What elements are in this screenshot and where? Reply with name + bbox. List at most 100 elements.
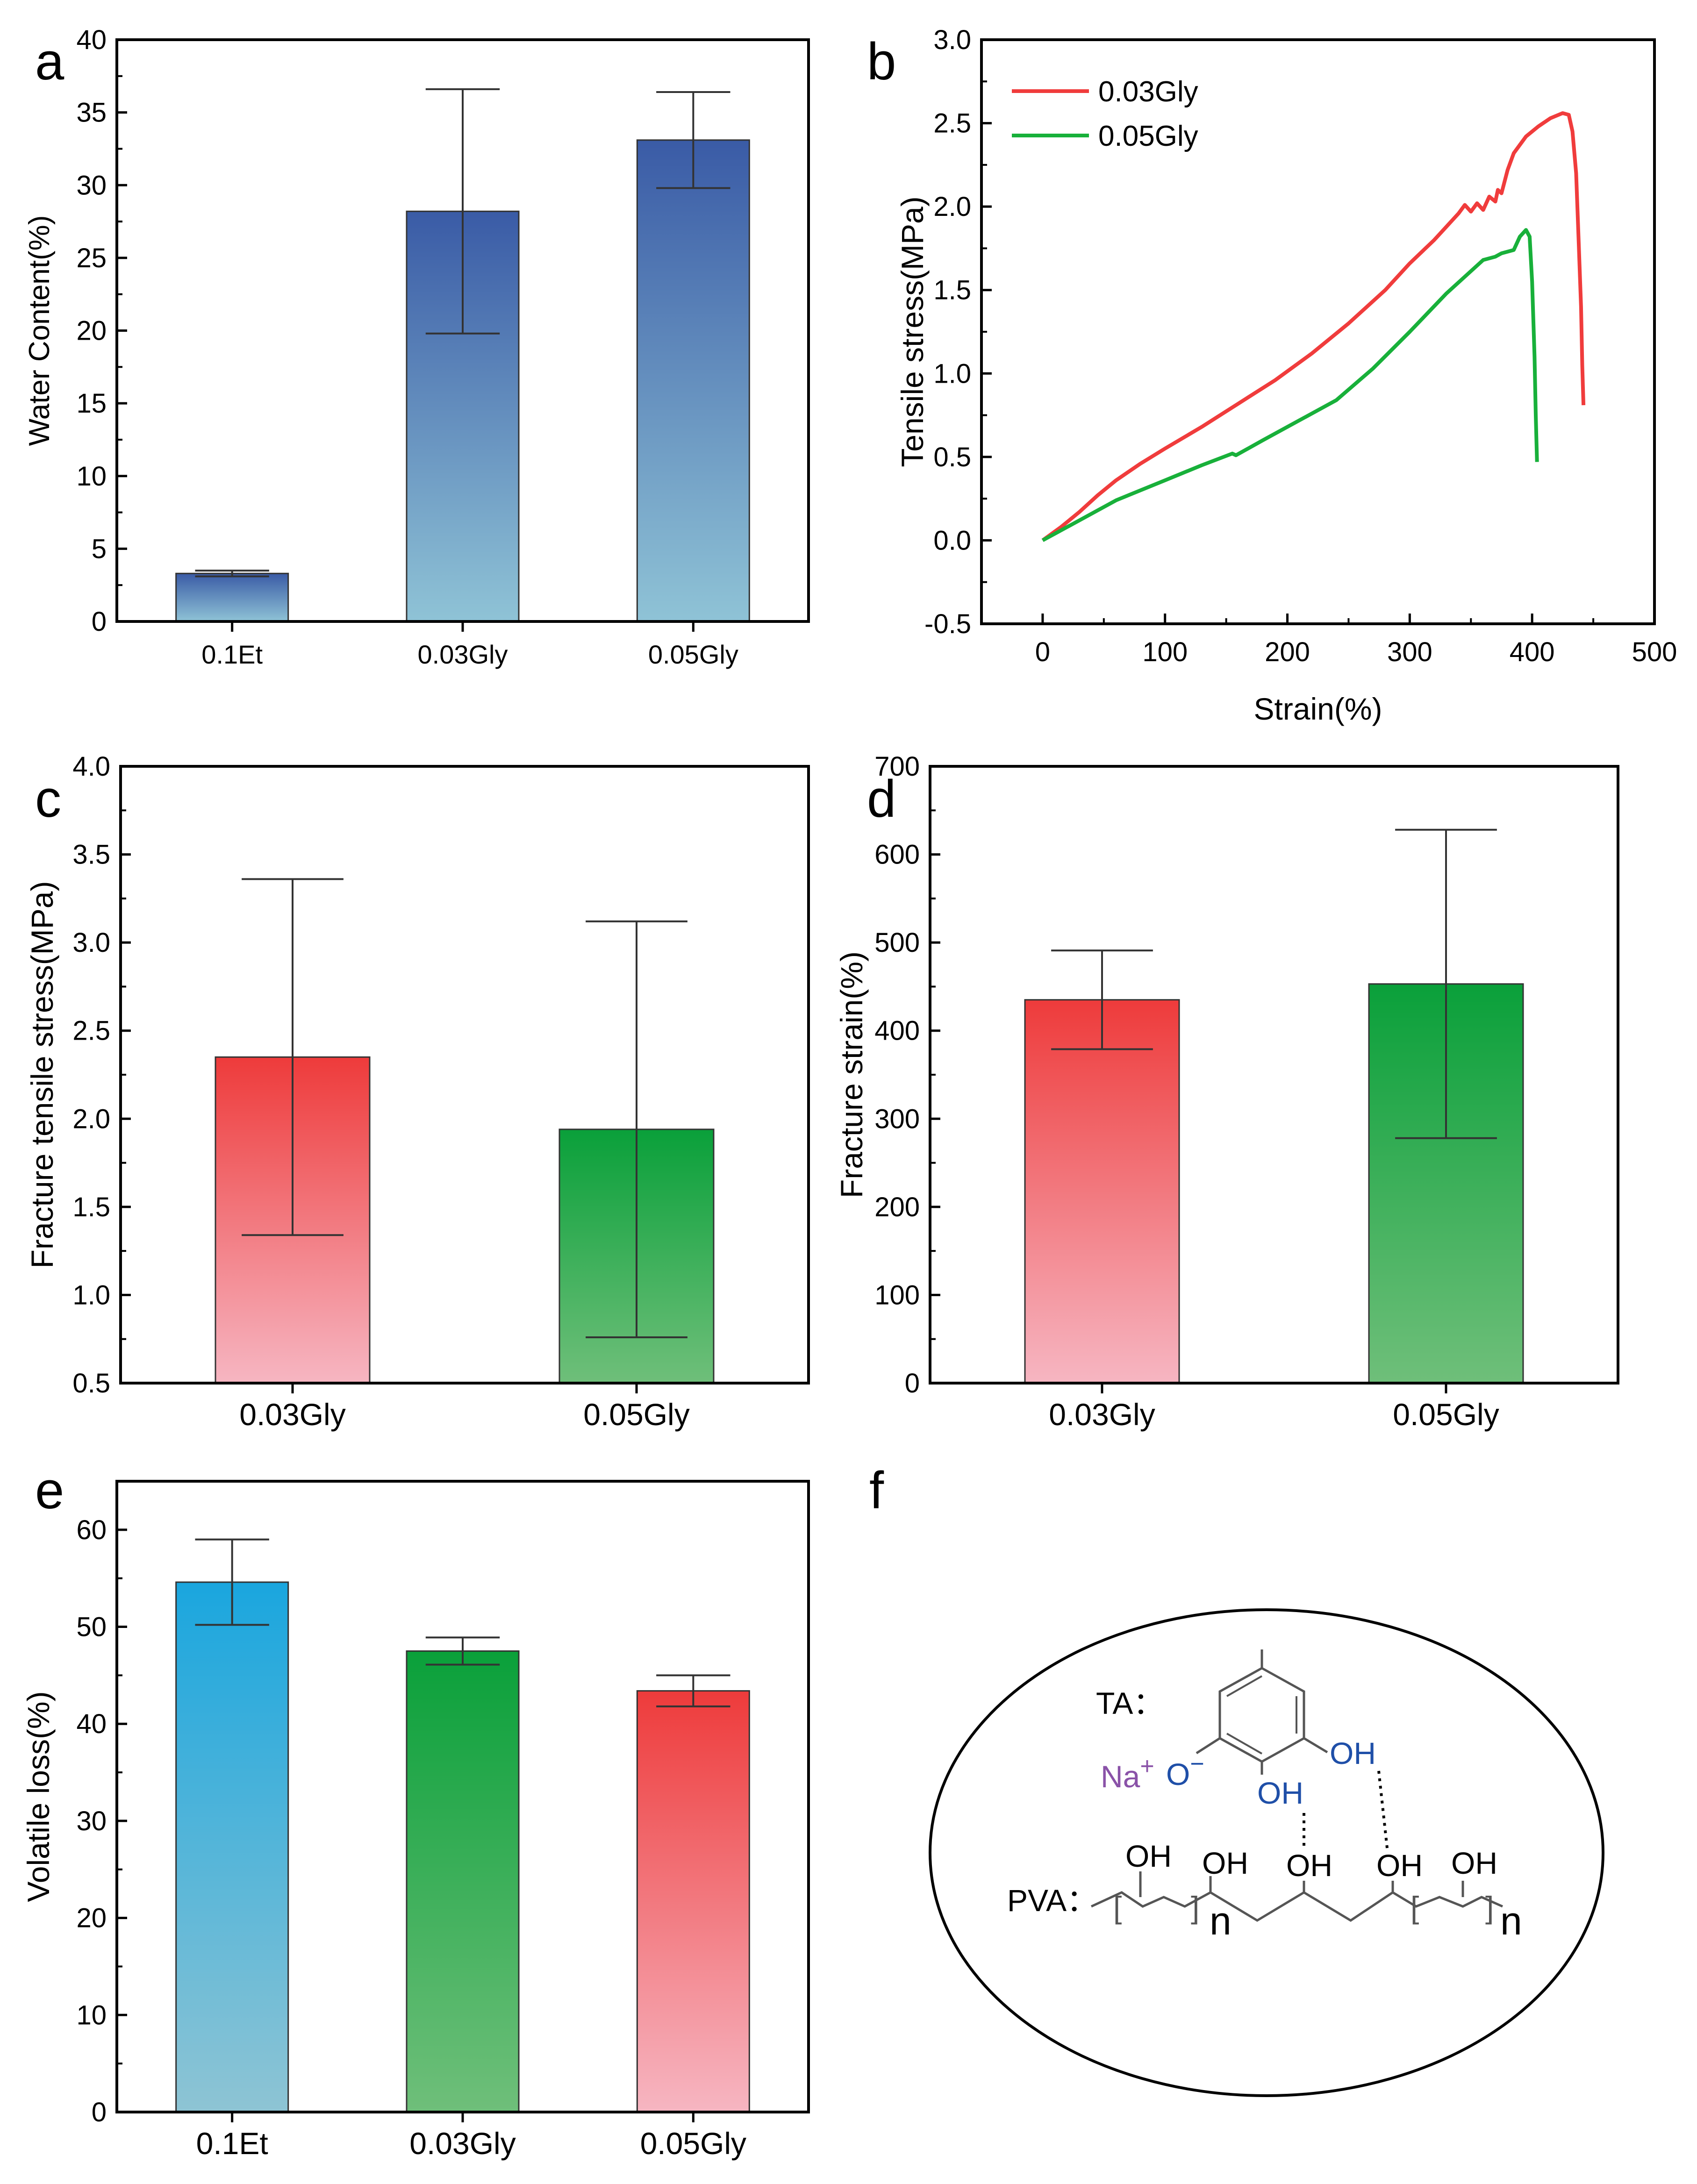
bracket-left-open: [ — [1113, 1890, 1122, 1925]
panel-letter-c: c — [35, 770, 61, 828]
x-category-label: 0.03Gly — [409, 2126, 516, 2161]
chart-fracture-stress: 0.5 1.0 1.5 2.0 2.5 3.0 3.5 4.0 0.03Gly 0.05Gly Fr… — [25, 751, 810, 1432]
chart-fracture-strain: 0 100 200 300 400 500 600 700 0.03Gly 0.05Gly Frac… — [834, 751, 1619, 1432]
y-tick-label: 1.0 — [933, 358, 971, 389]
x-tick-label: 100 — [1142, 637, 1188, 667]
x-category-label: 0.03Gly — [239, 1397, 345, 1432]
y-tick-label: 30 — [76, 170, 107, 200]
y-tick-label: 1.0 — [72, 1280, 110, 1310]
y-axis-label: Fracture strain(%) — [834, 951, 869, 1198]
y-tick-label: 35 — [76, 98, 107, 128]
ta-double-bond-1 — [1226, 1675, 1262, 1697]
series-line-0.05Gly — [1041, 228, 1539, 542]
ta-label: TA： — [1096, 1686, 1164, 1720]
error-bar-0.1Et — [195, 570, 269, 578]
panel-letter-e: e — [35, 1461, 64, 1520]
x-category-label: 0.03Gly — [1049, 1397, 1155, 1432]
y-tick-label: 2.5 — [72, 1016, 110, 1046]
pva-hydroxyl-3: OH — [1286, 1848, 1332, 1883]
y-tick-label: 100 — [874, 1280, 920, 1310]
scheme-ellipse — [929, 1608, 1604, 2097]
y-tick-label: 500 — [874, 928, 920, 958]
y-tick-label: 0.5 — [933, 442, 971, 472]
ta-double-bond-3 — [1226, 1733, 1262, 1755]
y-tick-label: 0 — [92, 2097, 107, 2127]
panel-letter-a: a — [35, 32, 64, 91]
pva-label: PVA： — [1007, 1883, 1097, 1918]
y-tick-label: 40 — [76, 1709, 107, 1739]
y-tick-label: 2.0 — [933, 192, 971, 222]
y-tick-label: 700 — [874, 751, 920, 782]
ta-benzene-ring — [1218, 1667, 1305, 1763]
legend-label-0.05Gly: 0.05Gly — [1098, 120, 1198, 152]
y-tick-label: 10 — [76, 461, 107, 492]
y-tick-label: 4.0 — [72, 751, 110, 782]
legend-label-0.03Gly: 0.03Gly — [1098, 76, 1198, 108]
y-tick-label: 15 — [76, 388, 107, 419]
bracket-left-close: ] — [1191, 1890, 1199, 1925]
chart-water-content: 0 5 10 15 20 25 30 35 40 0.1Et 0.03Gly 0.05Gly Water… — [23, 25, 810, 669]
y-tick-label: 2.0 — [72, 1104, 110, 1134]
ta-left-bond — [1196, 1737, 1221, 1755]
ta-hydroxyl-1: OH — [1330, 1736, 1376, 1770]
panel-letter-d: d — [867, 770, 896, 828]
pva-hydroxyl-4: OH — [1376, 1848, 1423, 1883]
series-line-0.03Gly — [1041, 111, 1586, 542]
y-axis-label: Water Content(%) — [23, 215, 56, 446]
x-tick-label: 200 — [1265, 637, 1310, 667]
error-bar-0.05Gly — [656, 1674, 730, 1707]
y-tick-label: 2.5 — [933, 108, 971, 139]
y-tick-label: 50 — [76, 1612, 107, 1642]
y-tick-label: 25 — [76, 243, 107, 273]
x-category-label: 0.03Gly — [418, 640, 508, 669]
y-axis-label: Tensile stress(MPa) — [895, 196, 930, 467]
y-tick-label: 0 — [905, 1368, 920, 1399]
y-tick-label: 3.0 — [72, 928, 110, 958]
y-tick-label: 10 — [76, 2000, 107, 2030]
y-tick-label: 20 — [76, 1903, 107, 1934]
hydrogen-bond-2 — [1377, 1770, 1389, 1849]
ta-right-bond — [1303, 1737, 1328, 1754]
phenolate-oxygen: O− — [1166, 1750, 1204, 1791]
y-tick-label: 0.0 — [933, 525, 971, 556]
x-category-label: 0.1Et — [201, 640, 263, 669]
y-tick-label: 0.5 — [72, 1368, 110, 1399]
y-tick-label: 0 — [92, 607, 107, 637]
bar-0.03Gly — [406, 1650, 520, 2113]
chart-volatile-loss: 0 10 20 30 40 50 60 0.1Et 0.03Gly 0.05Gly Volatile… — [21, 1480, 810, 2161]
ta-hydroxyl-2: OH — [1257, 1776, 1303, 1810]
y-tick-label: 5 — [92, 534, 107, 564]
x-axis-label: Strain(%) — [1253, 692, 1382, 726]
pva-hydroxyl-2: OH — [1202, 1846, 1248, 1880]
error-bar-0.03Gly — [1051, 949, 1153, 1050]
x-category-label: 0.05Gly — [1393, 1397, 1499, 1432]
panel-letter-b: b — [867, 32, 896, 91]
repeat-n-right: n — [1500, 1899, 1522, 1943]
y-tick-label: 1.5 — [933, 275, 971, 306]
y-tick-label: 3.5 — [72, 840, 110, 870]
error-bar-0.03Gly — [425, 88, 500, 335]
x-category-label: 0.05Gly — [640, 2126, 746, 2161]
error-bar-0.03Gly — [425, 1636, 500, 1666]
x-category-label: 0.05Gly — [648, 640, 738, 669]
chart-tensile-curve: 0 100 200 300 400 500 -0.5 0.0 0.5 1.0 1.5 2.0 2.5 3.… — [895, 25, 1677, 726]
bracket-right-open: [ — [1411, 1890, 1419, 1925]
y-tick-label: 40 — [76, 25, 107, 55]
x-tick-label: 400 — [1510, 637, 1555, 667]
y-tick-label: 400 — [874, 1016, 920, 1046]
bar-0.1Et — [175, 572, 289, 622]
pva-hydroxyl-5: OH — [1451, 1846, 1497, 1880]
x-tick-label: 500 — [1632, 637, 1677, 667]
plot-frame — [980, 38, 1656, 625]
y-tick-label: 3.0 — [933, 25, 971, 55]
bar-0.05Gly — [636, 139, 750, 622]
bar-0.03Gly — [1024, 999, 1180, 1384]
error-bar-0.05Gly — [586, 920, 687, 1338]
y-tick-label: 600 — [874, 840, 920, 870]
pva-hydroxyl-1: OH — [1125, 1839, 1172, 1873]
x-tick-label: 0 — [1035, 637, 1050, 667]
y-tick-label: 300 — [874, 1104, 920, 1134]
x-category-label: 0.05Gly — [583, 1397, 689, 1432]
error-bar-0.1Et — [195, 1538, 269, 1626]
